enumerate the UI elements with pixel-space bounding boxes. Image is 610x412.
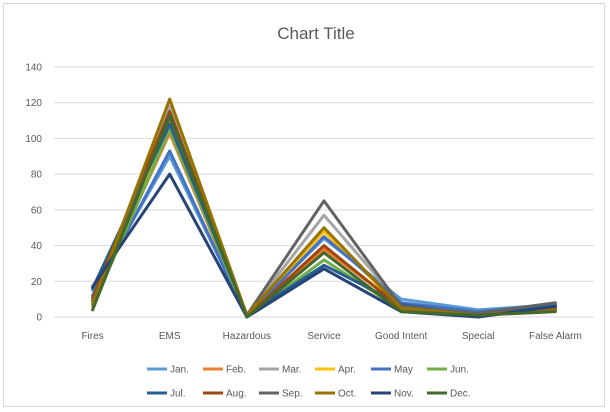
legend-item: Oct. — [315, 389, 356, 400]
y-tick-label: 40 — [31, 241, 43, 252]
y-tick-label: 120 — [25, 98, 42, 109]
y-tick-label: 0 — [36, 313, 42, 324]
legend-item: Jan. — [147, 365, 189, 376]
legend-item: Dec. — [427, 389, 471, 400]
legend-item: Apr. — [315, 365, 356, 376]
line-chart: Chart Title 0 20 40 60 80 100 120 140 Fires EMS H… — [25, 24, 594, 400]
legend-label: Feb. — [226, 365, 246, 376]
legend-label: Jun. — [450, 365, 469, 376]
y-tick-label: 80 — [31, 170, 43, 181]
x-tick-label: Service — [307, 331, 341, 342]
legend-label: Sep. — [282, 389, 303, 400]
legend-label: Jan. — [170, 365, 189, 376]
x-tick-label: Hazardous — [223, 331, 271, 342]
chart-frame: Chart Title 0 20 40 60 80 100 120 140 Fires EMS H… — [3, 3, 605, 407]
legend-item: Mar. — [259, 365, 301, 376]
legend-label: Oct. — [338, 389, 356, 400]
y-tick-label: 60 — [31, 205, 43, 216]
chart-title: Chart Title — [277, 24, 354, 43]
legend-item: Feb. — [203, 365, 246, 376]
series-line-2 — [91, 131, 557, 319]
y-tick-label: 20 — [31, 277, 43, 288]
series-line-11 — [91, 172, 557, 319]
legend-item: Aug. — [203, 389, 247, 400]
y-tick-label: 140 — [25, 63, 42, 74]
legend-label: May — [394, 365, 413, 376]
legend-item: May — [371, 365, 413, 376]
legend-item: Nov. — [371, 389, 414, 400]
x-tick-label: Special — [462, 331, 495, 342]
legend-label: Apr. — [338, 365, 356, 376]
legend-item: Jun. — [427, 365, 469, 376]
legend: Jan. Feb. Mar. Apr. May Jun. Jul. Aug. Sep. Oct. N… — [147, 365, 471, 400]
x-tick-label: EMS — [159, 331, 181, 342]
x-tick-label: Fires — [81, 331, 103, 342]
legend-label: Aug. — [226, 389, 247, 400]
legend-label: Nov. — [394, 389, 414, 400]
legend-item: Sep. — [259, 389, 303, 400]
series-line-12 — [91, 113, 557, 319]
x-tick-label: False Alarm — [529, 331, 582, 342]
legend-item: Jul. — [147, 389, 186, 400]
series-line-5 — [91, 149, 557, 319]
series-lines — [91, 97, 557, 319]
y-axis-ticks: 0 20 40 60 80 100 120 140 — [25, 63, 42, 324]
legend-label: Dec. — [450, 389, 471, 400]
legend-label: Mar. — [282, 365, 301, 376]
x-axis-ticks: Fires EMS Hazardous Service Good Intent Speci… — [81, 331, 581, 342]
series-line-6 — [91, 128, 557, 319]
legend-label: Jul. — [170, 389, 186, 400]
x-tick-label: Good Intent — [375, 331, 427, 342]
y-tick-label: 100 — [25, 134, 42, 145]
